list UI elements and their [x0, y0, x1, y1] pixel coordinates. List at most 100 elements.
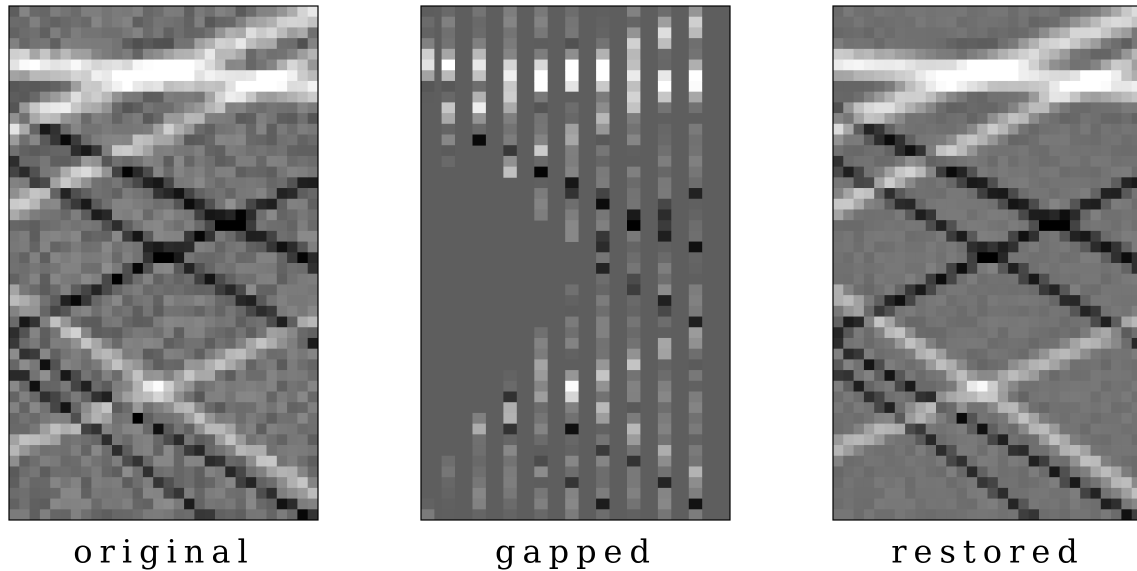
pixel [596, 220, 609, 231]
pixel [915, 92, 926, 103]
pixel [534, 424, 547, 435]
pixel [122, 70, 133, 81]
pixel [885, 295, 896, 306]
pixel [534, 402, 547, 413]
pixel [473, 434, 486, 445]
pixel [61, 167, 72, 178]
pixel [936, 102, 947, 113]
pixel [895, 359, 906, 370]
pixel [19, 424, 30, 435]
pixel [91, 306, 102, 317]
pixel [689, 284, 702, 295]
pixel [1111, 102, 1122, 113]
pixel [81, 284, 92, 295]
pixel [122, 284, 133, 295]
pixel [50, 338, 61, 349]
pixel [267, 231, 278, 242]
pixel [153, 242, 164, 253]
pixel [153, 402, 164, 413]
pixel [627, 81, 640, 92]
pixel [885, 60, 896, 71]
pixel [1080, 6, 1091, 17]
pixel [184, 402, 195, 413]
pixel [1049, 177, 1060, 188]
pixel [1029, 381, 1040, 392]
pixel [9, 92, 20, 103]
pixel [19, 413, 30, 424]
pixel [1101, 327, 1112, 338]
pixel [1080, 424, 1091, 435]
pixel [91, 145, 102, 156]
pixel [905, 156, 916, 167]
pixel [236, 456, 247, 467]
pixel [1008, 424, 1019, 435]
pixel [915, 445, 926, 456]
pixel [143, 349, 154, 360]
pixel [246, 188, 257, 199]
pixel [50, 49, 61, 60]
pixel [864, 199, 875, 210]
pixel [833, 327, 844, 338]
pixel [40, 145, 51, 156]
pixel [287, 327, 298, 338]
pixel [885, 317, 896, 328]
pixel [308, 327, 319, 338]
pixel [689, 81, 702, 92]
pixel [946, 17, 957, 28]
pixel [184, 317, 195, 328]
pixel [627, 349, 640, 360]
pixel [40, 499, 51, 510]
pixel [1091, 177, 1102, 188]
pixel [1029, 263, 1040, 274]
pixel [174, 135, 185, 146]
pixel [1029, 370, 1040, 381]
pixel [915, 349, 926, 360]
pixel [277, 499, 288, 510]
pixel [1091, 38, 1102, 49]
pixel [874, 27, 885, 38]
pixel [225, 6, 236, 17]
pixel [297, 295, 308, 306]
pixel [133, 306, 144, 317]
pixel [1049, 370, 1060, 381]
pixel [297, 445, 308, 456]
pixel [102, 338, 113, 349]
pixel [905, 349, 916, 360]
pixel [1111, 156, 1122, 167]
pixel [308, 49, 319, 60]
pixel [153, 38, 164, 49]
pixel [936, 499, 947, 510]
pixel [225, 199, 236, 210]
pixel [1049, 488, 1060, 499]
pixel [236, 509, 247, 520]
pixel [50, 295, 61, 306]
pixel [164, 188, 175, 199]
pixel [287, 488, 298, 499]
pixel [565, 392, 578, 403]
pixel [885, 27, 896, 38]
pixel [915, 359, 926, 370]
pixel [102, 499, 113, 510]
pixel [174, 488, 185, 499]
pixel [91, 6, 102, 17]
pixel [112, 124, 123, 135]
pixel [1121, 220, 1132, 231]
pixel [1091, 145, 1102, 156]
pixel [81, 456, 92, 467]
pixel [936, 349, 947, 360]
pixel [1008, 199, 1019, 210]
pixel [843, 135, 854, 146]
pixel [1029, 252, 1040, 263]
pixel [1039, 499, 1050, 510]
pixel [1060, 252, 1071, 263]
pixel [297, 124, 308, 135]
pixel [256, 284, 267, 295]
pixel [503, 113, 516, 124]
pixel [184, 199, 195, 210]
pixel [967, 349, 978, 360]
pixel [205, 274, 216, 285]
pixel [308, 156, 319, 167]
pixel [225, 188, 236, 199]
pixel [1121, 92, 1132, 103]
pixel [81, 6, 92, 17]
